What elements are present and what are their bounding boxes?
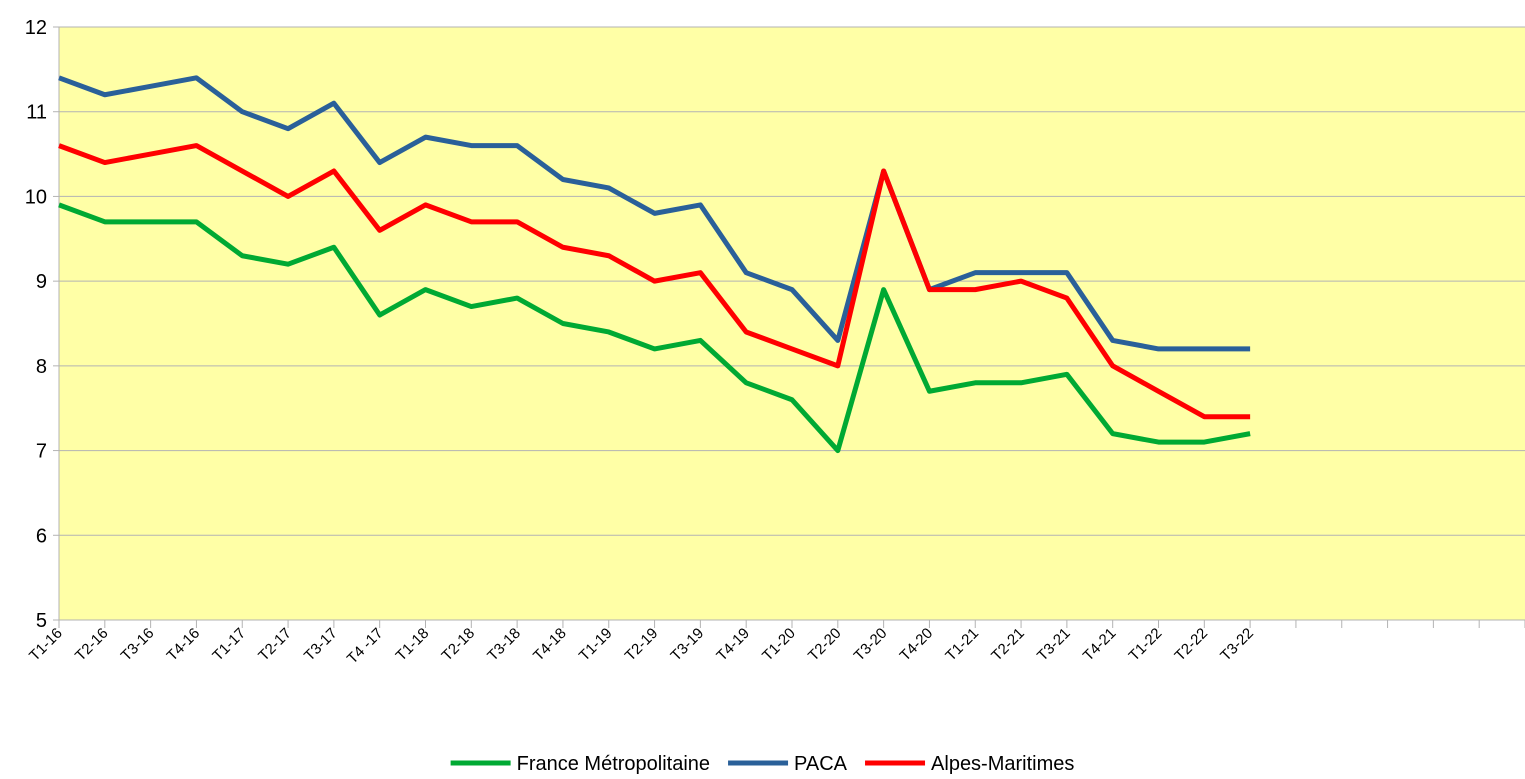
- x-tick-label: T1-17: [209, 625, 249, 665]
- x-tick-label: T1-18: [393, 625, 433, 665]
- x-tick-label: T4-21: [1080, 625, 1120, 665]
- y-tick-label: 10: [25, 186, 47, 208]
- x-tick-label: T4-18: [530, 625, 570, 665]
- x-tick-label: T1-22: [1126, 625, 1166, 665]
- x-tick-label: T1-20: [759, 625, 799, 665]
- series-line: [58, 202, 1251, 454]
- y-tick-label: 5: [36, 610, 47, 632]
- x-tick-label: T4 -17: [344, 625, 387, 668]
- x-tick-label: T3-20: [851, 625, 891, 665]
- x-tick-label: T1-19: [576, 625, 616, 665]
- series-line: [58, 143, 1251, 420]
- x-tick-label: T3-18: [484, 625, 524, 665]
- x-tick-label: T2-17: [255, 625, 295, 665]
- legend: France Métropolitaine PACA Alpes-Maritimes: [450, 753, 1074, 775]
- x-tick-label: T2-20: [805, 625, 845, 665]
- x-tick-label: T2-21: [988, 625, 1028, 665]
- x-tick-label: T1-21: [942, 625, 982, 665]
- x-tick-label: T3-19: [667, 625, 707, 665]
- legend-label: France Métropolitaine: [517, 753, 710, 774]
- x-tick-label: T2-19: [622, 625, 662, 665]
- x-tick-label: T3-16: [118, 625, 158, 665]
- x-tick-label: T4-19: [713, 625, 753, 665]
- y-tick-label: 9: [36, 271, 47, 293]
- legend-label: PACA: [794, 753, 848, 774]
- y-tick-label: 7: [36, 441, 47, 463]
- x-tick-label: T4-16: [164, 625, 204, 665]
- y-tick-label: 8: [36, 356, 47, 378]
- y-tick-label: 11: [26, 102, 47, 124]
- series-line: [58, 75, 1251, 352]
- y-tick-label: 6: [36, 525, 47, 547]
- x-tick-label: T4-20: [897, 625, 937, 665]
- x-tick-label: T2-18: [438, 625, 478, 665]
- x-tick-label: T3-17: [301, 625, 341, 665]
- plot-area: [59, 27, 1525, 620]
- x-tick-label: T3-21: [1034, 625, 1074, 665]
- x-tick-label: T2-22: [1171, 625, 1211, 665]
- y-tick-label: 12: [25, 17, 47, 39]
- legend-label: Alpes-Maritimes: [931, 753, 1074, 774]
- x-tick-label: T2-16: [72, 625, 112, 665]
- x-tick-label: T3-22: [1217, 625, 1257, 665]
